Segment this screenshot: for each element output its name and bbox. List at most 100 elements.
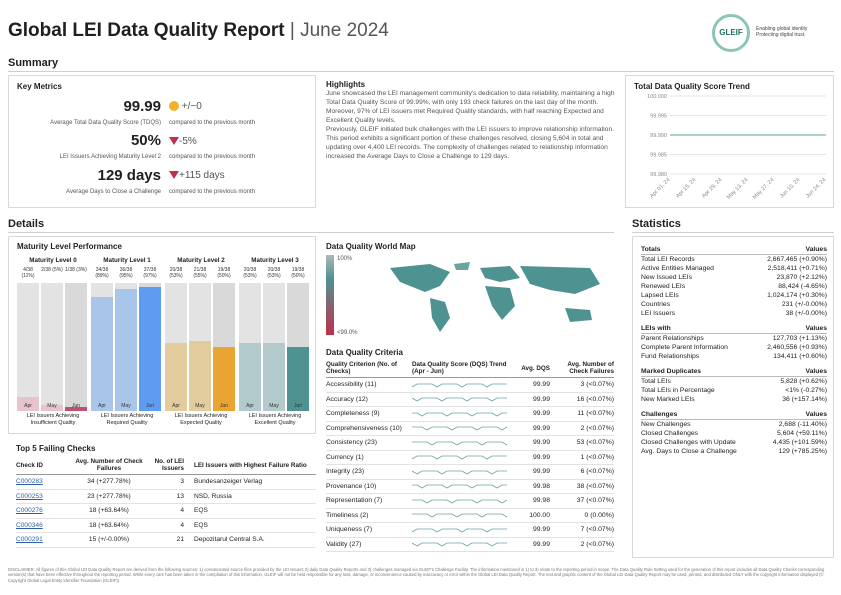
- statistics-group: LEIs with Values Parent Relationships 127,7…: [641, 324, 827, 361]
- stat-row: Parent Relationships 127,703 (+1.13%): [641, 334, 827, 344]
- statistics-heading: Statistics: [632, 218, 681, 230]
- criterion-dqs: 99.98: [520, 493, 550, 509]
- stat-row: Avg. Days to Close a Challenge 129 (+785.…: [641, 447, 827, 456]
- stat-label: Fund Relationships: [641, 353, 700, 360]
- stat-label: Total LEIs in Percentage: [641, 387, 715, 394]
- maturity-value: 2/38 (5%): [41, 267, 63, 273]
- maturity-month: Jun: [71, 403, 81, 409]
- maturity-value: 36/38 (95%): [119, 267, 133, 279]
- issuers-cell: 21: [144, 532, 184, 548]
- criteria-row: Comprehensiveness (10) 99.99 2 (<0.07%): [326, 421, 614, 436]
- stat-value: 5,828 (+0.62%): [780, 378, 827, 385]
- stat-row: Fund Relationships 134,411 (+0.60%): [641, 352, 827, 361]
- maturity-level-name: Maturity Level 3: [251, 257, 299, 264]
- criterion-name: Comprehensiveness (10): [326, 421, 412, 436]
- check-id-link[interactable]: C000276: [16, 507, 43, 515]
- stat-row: LEI Issuers 38 (+/-0.00%): [641, 309, 827, 318]
- criterion-sparkline: [411, 537, 520, 552]
- gleif-logo: GLEIF Enabling global identity Protecting…: [712, 14, 832, 52]
- stat-value: 23,870 (+2.12%): [776, 274, 827, 281]
- maturity-month: Jun: [219, 403, 229, 409]
- criteria-row: Accessibility (11) 99.99 3 (<0.07%): [326, 377, 614, 393]
- criteria-row: Timeliness (2) 100.00 0 (0.00%): [326, 508, 614, 523]
- stat-row: Total LEI Records 2,667,465 (+0.90%): [641, 255, 827, 265]
- criterion-name: Validity (27): [326, 537, 412, 552]
- trend-ytick: 99.985: [650, 153, 667, 159]
- highlights-title: Highlights: [326, 80, 366, 89]
- criterion-failures: 2 (<0.07%): [550, 421, 614, 436]
- map-legend-bottom: <99.0%: [337, 330, 358, 336]
- criterion-name: Completeness (9): [326, 406, 412, 422]
- check-id-link[interactable]: C000346: [16, 521, 43, 529]
- criteria-row: Integrity (23) 99.99 6 (<0.07%): [326, 464, 614, 480]
- maturity-bar: [115, 289, 137, 411]
- stat-value: 2,688 (-11.40%): [778, 421, 827, 428]
- failing-header-id: Check ID: [16, 458, 74, 475]
- maturity-value: 4/38 (11%): [21, 267, 35, 279]
- check-id-link[interactable]: C000291: [16, 536, 43, 544]
- stat-label: Avg. Days to Close a Challenge: [641, 448, 737, 455]
- trend-ytick: 99.995: [650, 114, 667, 120]
- tdqs-label: Average Total Data Quality Score (TDQS): [50, 120, 161, 126]
- trend-title: Total Data Quality Score Trend: [634, 82, 750, 91]
- stat-value: 5,604 (+59.11%): [777, 430, 827, 437]
- stat-value: 127,703 (+1.13%): [772, 335, 827, 342]
- stat-values-header: Values: [751, 324, 827, 334]
- failing-title: Top 5 Failing Checks: [16, 444, 96, 453]
- maturity-caption: LEI Issuers Achieving Required Quality: [100, 413, 154, 426]
- criterion-dqs: 99.99: [520, 450, 550, 465]
- trend-xtick: May 27, 24: [752, 177, 775, 200]
- criterion-name: Representation (7): [326, 493, 412, 509]
- failures-cell: 15 (+/-0.00%): [74, 532, 144, 548]
- stat-label: Active Entities Managed: [641, 265, 714, 272]
- criteria-row: Currency (1) 99.99 1 (<0.07%): [326, 450, 614, 465]
- criterion-failures: 37 (<0.07%): [550, 493, 614, 509]
- neutral-dot-icon: [169, 101, 179, 112]
- stat-row: New Marked LEIs 36 (+157.14%): [641, 395, 827, 404]
- stat-value: 2,460,556 (+0.93%): [767, 344, 827, 351]
- maturity-caption: LEI Issuers Achieving Insufficient Quali…: [26, 413, 80, 426]
- days-delta: +115 days: [179, 170, 225, 181]
- maturity-bar-bg: [41, 283, 63, 411]
- maturity-value: 37/38 (97%): [143, 267, 157, 279]
- maturity-value: 19/38 (50%): [291, 267, 305, 279]
- criterion-dqs: 99.99: [520, 421, 550, 436]
- stat-row: Closed Challenges with Update 4,435 (+101…: [641, 438, 827, 447]
- maturity-bar: [91, 297, 113, 411]
- tdqs-compare: compared to the previous month: [169, 120, 256, 126]
- criterion-sparkline: [411, 377, 520, 393]
- check-id-link[interactable]: C000283: [16, 478, 43, 486]
- check-id-cell: C000283: [16, 474, 74, 490]
- stat-label: Closed Challenges: [641, 430, 699, 437]
- statistics-group: Marked Duplicates Values Total LEIs 5,828 (…: [641, 367, 827, 404]
- highest-ratio-cell: Bundesanzeiger Verlag: [184, 474, 316, 490]
- maturity-value: 21/38 (55%): [193, 267, 207, 279]
- maturity-month: Jun: [293, 403, 303, 409]
- maturity2-compare: compared to the previous month: [169, 154, 256, 160]
- criteria-header-dqs: Avg. DQS: [520, 361, 550, 378]
- stat-label: Total LEI Records: [641, 256, 695, 263]
- maturity-value: 19/38 (50%): [217, 267, 231, 279]
- world-map: [390, 262, 600, 332]
- check-id-cell: C000291: [16, 532, 74, 548]
- criterion-failures: 7 (<0.07%): [550, 522, 614, 538]
- maturity-bar: [17, 396, 39, 411]
- maturity-bar-bg: [17, 283, 39, 411]
- check-id-link[interactable]: C000253: [16, 492, 43, 500]
- stat-row: Total LEIs 5,828 (+0.62%): [641, 377, 827, 387]
- maturity-bar: [165, 343, 187, 411]
- criteria-row: Completeness (9) 99.99 11 (<0.07%): [326, 406, 614, 422]
- stat-row: Total LEIs in Percentage <1% (-0.27%): [641, 386, 827, 395]
- maturity-month: May: [47, 403, 57, 409]
- criterion-sparkline: [412, 493, 520, 509]
- trend-ytick: 100.000: [647, 94, 667, 100]
- stat-label: Lapsed LEIs: [641, 292, 679, 299]
- trend-xtick: May 13, 24: [726, 177, 749, 200]
- down-triangle-icon: [169, 171, 179, 180]
- criterion-failures: 3 (<0.07%): [550, 377, 614, 393]
- highest-ratio-cell: EQS: [184, 503, 316, 519]
- maturity-bar: [213, 347, 235, 411]
- criterion-sparkline: [411, 392, 520, 407]
- stat-group-title: Marked Duplicates: [641, 367, 755, 377]
